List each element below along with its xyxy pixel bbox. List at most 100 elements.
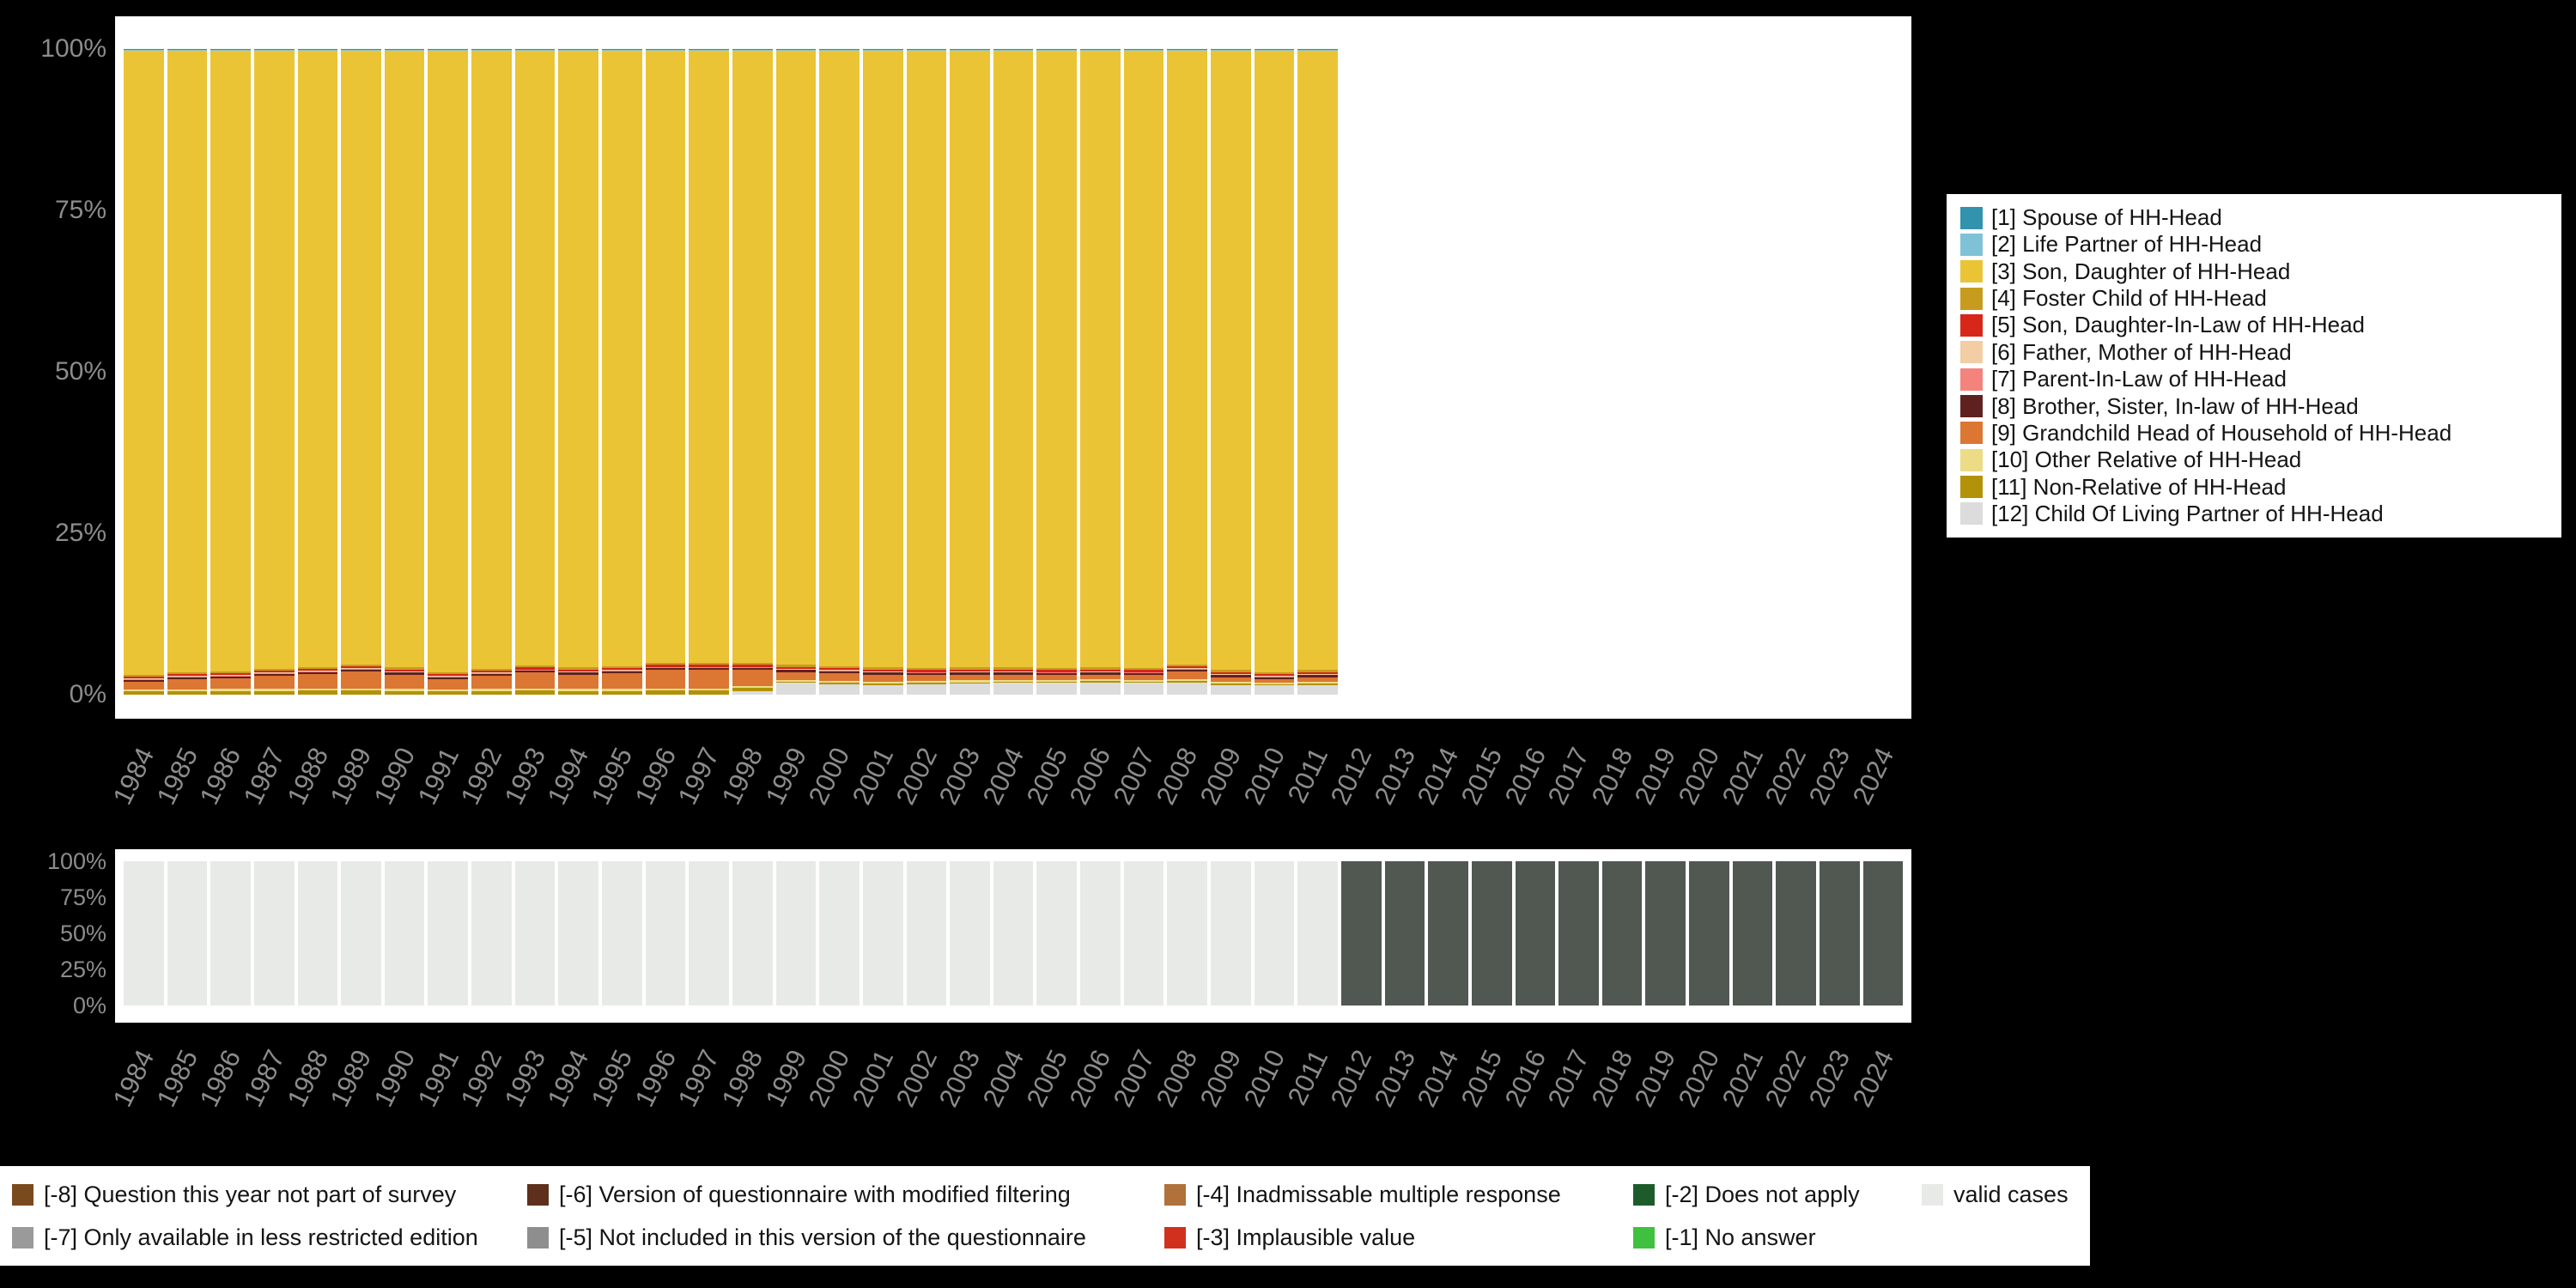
bar-segment[interactable] [1297, 49, 1338, 51]
bar-segment[interactable] [124, 676, 164, 679]
bar-segment[interactable] [1123, 671, 1164, 673]
bar-segment[interactable] [210, 678, 251, 690]
bar-segment[interactable] [1080, 671, 1121, 672]
bar-segment[interactable] [645, 688, 686, 690]
bar-segment[interactable] [645, 666, 686, 668]
bar-segment[interactable] [167, 671, 208, 674]
bar-segment[interactable] [602, 665, 642, 669]
bar-segment[interactable] [1601, 861, 1643, 1005]
bar-segment[interactable] [993, 671, 1034, 672]
bar-segment[interactable] [210, 49, 251, 51]
bar-segment[interactable] [253, 673, 295, 674]
bar-segment[interactable] [1211, 683, 1251, 685]
bar-segment[interactable] [124, 49, 164, 51]
bar-segment[interactable] [950, 671, 990, 672]
bar-segment[interactable] [819, 49, 860, 51]
bar-segment[interactable] [1297, 683, 1338, 685]
bar-segment[interactable] [775, 681, 817, 683]
bar-segment[interactable] [1254, 49, 1295, 50]
bar-segment[interactable] [906, 50, 947, 669]
bar-segment[interactable] [1123, 681, 1164, 683]
bar-segment[interactable] [1167, 665, 1208, 669]
bar-segment[interactable] [1297, 681, 1338, 684]
bar-segment[interactable] [471, 50, 512, 669]
bar-segment[interactable] [167, 50, 208, 672]
bar-segment[interactable] [1254, 861, 1295, 1005]
bar-segment[interactable] [602, 689, 642, 691]
bar-segment[interactable] [297, 690, 338, 695]
bar-segment[interactable] [862, 669, 903, 671]
bar-segment[interactable] [1080, 674, 1121, 679]
bar-segment[interactable] [1211, 861, 1251, 1005]
bar-segment[interactable] [862, 49, 903, 50]
bar-segment[interactable] [341, 665, 381, 669]
bar-segment[interactable] [993, 667, 1034, 670]
bar-segment[interactable] [341, 668, 381, 669]
bar-segment[interactable] [950, 669, 990, 671]
bar-segment[interactable] [689, 861, 729, 1005]
bar-segment[interactable] [1167, 678, 1208, 682]
bar-segment[interactable] [1471, 861, 1512, 1005]
bar-segment[interactable] [210, 671, 251, 674]
bar-segment[interactable] [514, 688, 556, 690]
bar-segment[interactable] [1123, 50, 1164, 669]
bar-segment[interactable] [253, 50, 295, 669]
bar-segment[interactable] [775, 861, 817, 1005]
bar-segment[interactable] [297, 49, 338, 51]
bar-segment[interactable] [558, 672, 599, 675]
bar-segment[interactable] [645, 861, 686, 1005]
bar-segment[interactable] [906, 49, 947, 51]
bar-segment[interactable] [558, 671, 599, 672]
bar-segment[interactable] [1211, 50, 1251, 671]
bar-segment[interactable] [167, 676, 208, 677]
bar-segment[interactable] [1297, 670, 1338, 672]
bar-segment[interactable] [1211, 673, 1251, 675]
bar-segment[interactable] [950, 50, 990, 668]
bar-segment[interactable] [471, 861, 512, 1005]
bar-segment[interactable] [1211, 670, 1251, 672]
bar-segment[interactable] [775, 49, 817, 50]
bar-segment[interactable] [1080, 672, 1121, 675]
bar-segment[interactable] [1036, 673, 1078, 676]
bar-segment[interactable] [210, 49, 251, 50]
bar-segment[interactable] [1167, 664, 1208, 666]
bar-segment[interactable] [732, 663, 773, 665]
bar-segment[interactable] [1123, 672, 1164, 674]
bar-segment[interactable] [1558, 861, 1599, 1005]
bar-segment[interactable] [1167, 50, 1208, 665]
bar-segment[interactable] [819, 683, 860, 695]
bar-segment[interactable] [645, 667, 686, 669]
bar-segment[interactable] [384, 50, 425, 668]
bar-segment[interactable] [471, 671, 512, 673]
bar-segment[interactable] [210, 673, 251, 676]
bar-segment[interactable] [253, 49, 295, 50]
bar-segment[interactable] [558, 49, 599, 51]
bar-segment[interactable] [253, 861, 295, 1005]
bar-segment[interactable] [689, 50, 729, 664]
bar-segment[interactable] [906, 675, 947, 682]
bar-segment[interactable] [1732, 861, 1773, 1005]
bar-segment[interactable] [167, 673, 208, 677]
bar-segment[interactable] [514, 665, 556, 668]
bar-segment[interactable] [167, 690, 208, 692]
bar-segment[interactable] [210, 690, 251, 695]
bar-segment[interactable] [428, 677, 469, 679]
bar-segment[interactable] [862, 683, 903, 685]
bar-segment[interactable] [1211, 671, 1251, 674]
bar-segment[interactable] [210, 861, 251, 1005]
bar-segment[interactable] [471, 49, 512, 51]
bar-segment[interactable] [819, 671, 860, 674]
bar-segment[interactable] [253, 690, 295, 695]
bar-segment[interactable] [862, 672, 903, 675]
bar-segment[interactable] [1080, 681, 1121, 683]
bar-segment[interactable] [1862, 861, 1904, 1005]
bar-segment[interactable] [297, 671, 338, 672]
bar-segment[interactable] [1167, 668, 1208, 670]
bar-segment[interactable] [384, 49, 425, 51]
bar-segment[interactable] [906, 861, 947, 1005]
bar-segment[interactable] [775, 671, 817, 680]
bar-segment[interactable] [384, 861, 425, 1005]
bar-segment[interactable] [602, 49, 642, 51]
bar-segment[interactable] [1645, 861, 1686, 1005]
bar-segment[interactable] [1036, 668, 1078, 671]
